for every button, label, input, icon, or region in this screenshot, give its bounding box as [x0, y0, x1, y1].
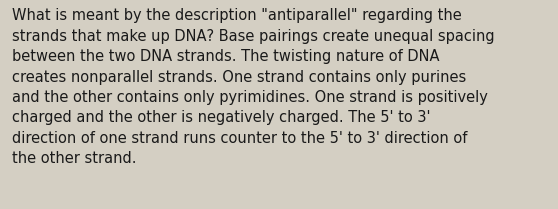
- Text: What is meant by the description "antiparallel" regarding the
strands that make : What is meant by the description "antipa…: [12, 8, 495, 166]
